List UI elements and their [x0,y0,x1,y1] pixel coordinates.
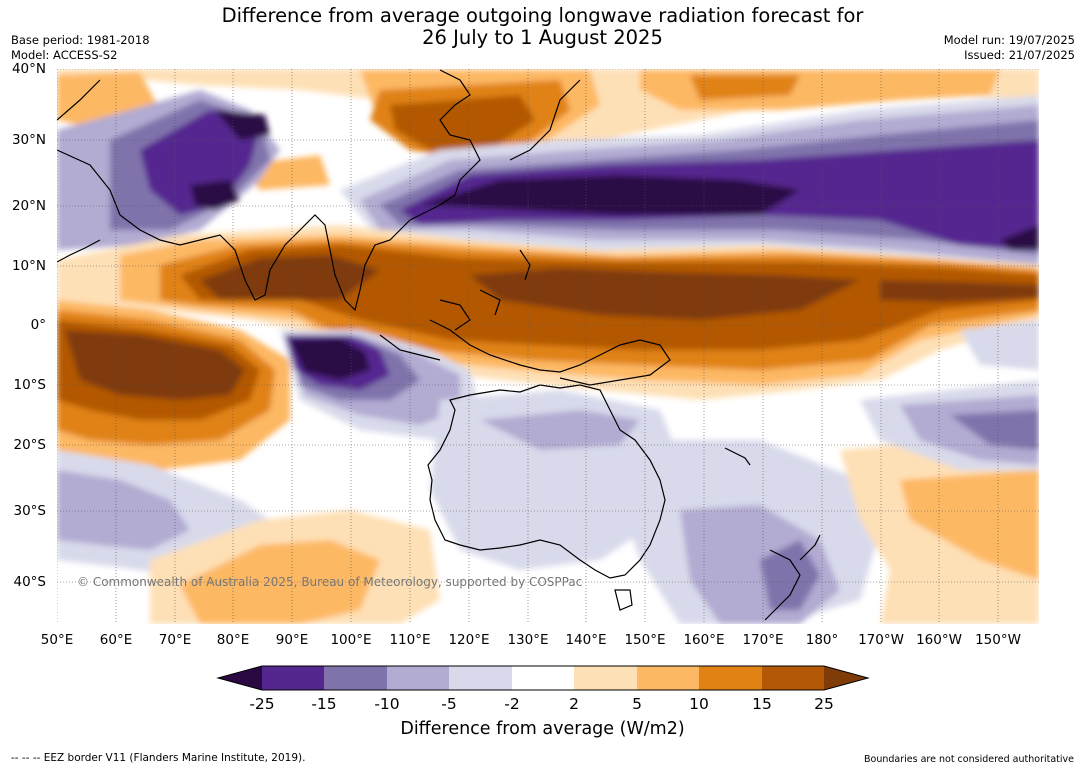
colorbar-tick: -5 [441,695,457,713]
colorbar [216,665,870,691]
colorbar-swatch [262,666,324,690]
title-line-1: Difference from average outgoing longwav… [221,4,864,27]
base-meta: Base period: 1981-2018 Model: ACCESS-S2 [11,33,150,63]
lon-label: 150°E [624,632,666,648]
lat-label: 0° [30,317,46,333]
graticule [57,69,1039,624]
colorbar-tick: 10 [689,695,709,713]
lon-label: 160°W [916,632,962,648]
colorbar-swatch [387,666,449,690]
lat-label: 20°N [11,198,46,214]
model-run: Model run: 19/07/2025 [943,33,1075,47]
colorbar-tick: 15 [752,695,772,713]
colorbar-swatch [324,666,387,690]
issued-date: Issued: 21/07/2025 [964,48,1075,62]
chart-title: Difference from average outgoing longwav… [0,5,1085,49]
colorbar-swatch [574,666,637,690]
lon-label: 170°E [742,632,784,648]
lon-label: 150°W [975,632,1021,648]
lat-label: 20°S [13,437,47,453]
lat-label: 30°S [13,503,47,519]
lon-label: 50°E [40,632,74,648]
lat-label: 40°N [11,61,46,77]
lon-label: 60°E [99,632,133,648]
lon-label: 180° [805,632,839,648]
lon-label: 80°E [216,632,250,648]
colorbar-tick: 25 [814,695,834,713]
base-period: Base period: 1981-2018 [11,33,150,47]
title-line-2: 26 July to 1 August 2025 [422,26,663,49]
colorbar-tick: 2 [569,695,579,713]
colorbar-title: Difference from average (W/m2) [400,719,685,739]
lat-label: 40°S [13,574,47,590]
lat-label: 10°N [11,258,46,274]
model-name: Model: ACCESS-S2 [11,48,118,62]
eez-note: -- -- -- EEZ border V11 (Flanders Marine… [11,752,306,764]
colorbar-swatch [762,666,824,690]
lon-label: 90°E [275,632,309,648]
colorbar-tick: -25 [249,695,275,713]
lon-label: 140°E [565,632,607,648]
lat-label: 10°S [13,377,47,393]
lon-label: 130°E [507,632,549,648]
colorbar-swatch [637,666,699,690]
colorbar-tick: 5 [632,695,642,713]
copyright-notice: © Commonwealth of Australia 2025, Bureau… [77,575,583,589]
colorbar-arrow-low [218,666,262,690]
lat-label: 30°N [11,132,46,148]
colorbar-swatch [512,666,574,690]
colorbar-outline [216,665,870,691]
anomaly-field [57,69,1039,624]
colorbar-arrow-high [824,666,868,690]
lon-label: 110°E [389,632,431,648]
lon-label: 170°W [858,632,904,648]
colorbar-tick: -2 [504,695,520,713]
lon-label: 160°E [683,632,725,648]
boundary-disclaimer: Boundaries are not considered authoritat… [864,754,1074,765]
lon-label: 100°E [330,632,372,648]
lon-label: 70°E [158,632,192,648]
run-meta: Model run: 19/07/2025 Issued: 21/07/2025 [944,33,1075,63]
colorbar-tick: -10 [374,695,400,713]
colorbar-tick: -15 [311,695,337,713]
lon-label: 120°E [448,632,490,648]
coastlines [57,69,821,621]
colorbar-swatch [449,666,512,690]
colorbar-swatch [699,666,762,690]
